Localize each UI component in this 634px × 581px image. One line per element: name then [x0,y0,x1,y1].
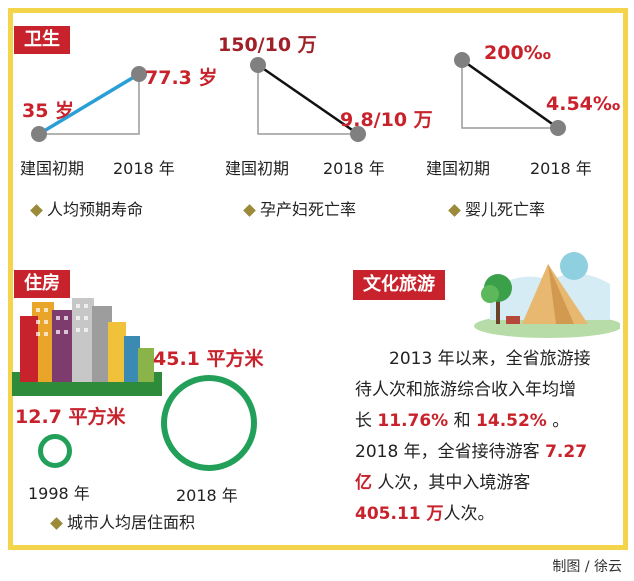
maternal-mortality-chart [250,57,366,142]
diamond-bullet-icon [243,204,256,217]
life-end-value: 77.3 岁 [145,67,218,89]
diamond-bullet-icon [448,204,461,217]
infant-start-value: 200‰ [484,42,552,64]
diamond-bullet-icon [50,517,63,530]
city-buildings-icon [12,298,162,396]
maternal-start-label: 建国初期 [225,159,290,178]
infant-end-value: 4.54‰ [546,93,621,115]
camping-tent-icon [474,252,620,338]
tourism-line-5: 亿 人次，其中入境游客 [355,473,531,493]
housing-large-label: 2018 年 [176,486,238,505]
tourism-line-4: 2018 年，全省接待游客 7.27 [355,442,588,462]
infant-caption: 婴儿死亡率 [448,196,545,220]
tourism-paragraph: 2013 年以来，全省旅游接 待人次和旅游综合收入年均增 长 11.76% 和 … [355,344,605,530]
housing-section-title: 住房 [14,270,70,298]
infant-mortality-chart [454,52,566,136]
housing-caption: 城市人均居住面积 [50,509,195,533]
housing-large-value: 45.1 平方米 [153,348,264,370]
maternal-caption: 孕产妇死亡率 [243,196,356,220]
infant-end-label: 2018 年 [530,159,592,178]
tourism-section-title: 文化旅游 [353,270,445,300]
housing-small-value: 12.7 平方米 [15,406,126,428]
tourism-line-1: 2013 年以来，全省旅游接 [389,349,591,369]
start-point [250,57,266,73]
chart-axes [461,60,558,129]
credit-text: 制图 / 徐云 [552,559,622,575]
tourism-line-3: 长 11.76% 和 14.52% 。 [355,411,570,431]
tourism-line-2: 待人次和旅游综合收入年均增 [355,380,576,400]
housing-small-label: 1998 年 [28,484,90,503]
maternal-end-label: 2018 年 [323,159,385,178]
start-point [454,52,470,68]
maternal-end-value: 9.8/10 万 [340,109,433,131]
chart-axes [39,74,140,135]
housing-1998-circle [38,434,72,468]
housing-2018-circle [161,375,257,471]
chart-axes [257,65,358,135]
infant-start-label: 建国初期 [426,159,491,178]
tourism-line-6: 405.11 万人次。 [355,504,495,524]
maternal-start-value: 150/10 万 [218,34,317,56]
diamond-bullet-icon [30,204,43,217]
start-point [31,126,47,142]
life-start-value: 35 岁 [22,100,75,122]
trend-line [461,58,559,130]
end-point [350,126,366,142]
life-start-label: 建国初期 [20,159,85,178]
end-point [550,120,566,136]
health-section-title: 卫生 [14,26,70,54]
trend-line [38,72,140,136]
life-expectancy-chart [31,66,147,142]
trend-line [257,63,359,136]
end-point [131,66,147,82]
life-end-label: 2018 年 [113,159,175,178]
life-caption: 人均预期寿命 [30,196,143,220]
